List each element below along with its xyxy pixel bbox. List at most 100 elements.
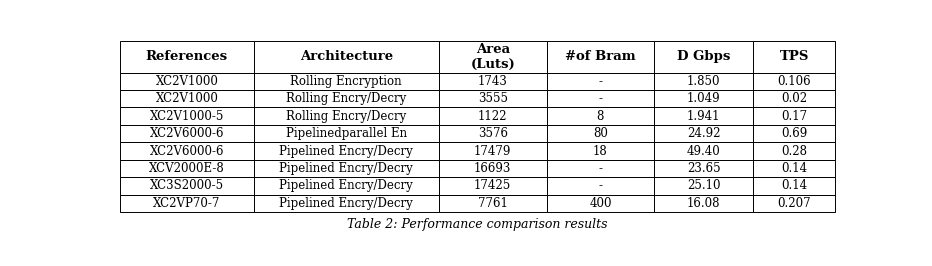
Text: 0.14: 0.14 <box>781 162 807 175</box>
Bar <box>120 125 254 142</box>
Bar <box>753 125 835 142</box>
Bar <box>120 195 254 212</box>
Bar <box>120 160 254 177</box>
Text: 0.207: 0.207 <box>777 197 811 210</box>
Text: 3576: 3576 <box>478 127 508 140</box>
Text: 0.106: 0.106 <box>777 75 811 88</box>
Text: 1743: 1743 <box>478 75 508 88</box>
Text: Rolling Encryption: Rolling Encryption <box>291 75 402 88</box>
Bar <box>546 195 654 212</box>
Bar <box>546 160 654 177</box>
Text: 1.049: 1.049 <box>687 92 720 105</box>
Text: Area
(Luts): Area (Luts) <box>471 43 515 71</box>
Bar <box>753 73 835 90</box>
Bar <box>753 160 835 177</box>
Text: 25.10: 25.10 <box>687 180 720 193</box>
Bar <box>439 125 546 142</box>
Bar <box>120 177 254 195</box>
Bar <box>654 195 753 212</box>
Text: 1.850: 1.850 <box>687 75 720 88</box>
Text: #of Bram: #of Bram <box>565 50 636 63</box>
Text: XC2V1000-5: XC2V1000-5 <box>150 110 224 123</box>
Text: Rolling Encry/Decry: Rolling Encry/Decry <box>286 110 406 123</box>
Text: Rolling Encry/Decry: Rolling Encry/Decry <box>286 92 406 105</box>
Text: XC2VP70-7: XC2VP70-7 <box>153 197 221 210</box>
Text: -: - <box>598 162 602 175</box>
Text: Pipelined Encry/Decry: Pipelined Encry/Decry <box>280 145 413 157</box>
Text: Pipelined Encry/Decry: Pipelined Encry/Decry <box>280 162 413 175</box>
Text: 0.14: 0.14 <box>781 180 807 193</box>
Text: 16693: 16693 <box>474 162 512 175</box>
Text: 3555: 3555 <box>478 92 508 105</box>
Bar <box>254 90 439 107</box>
Bar <box>654 73 753 90</box>
Bar <box>254 142 439 160</box>
Bar <box>439 107 546 125</box>
Text: XCV2000E-8: XCV2000E-8 <box>149 162 225 175</box>
Text: Pipelinedparallel En: Pipelinedparallel En <box>286 127 407 140</box>
Bar <box>120 41 254 73</box>
Text: 17425: 17425 <box>474 180 512 193</box>
Text: XC2V1000: XC2V1000 <box>156 92 218 105</box>
Text: Pipelined Encry/Decry: Pipelined Encry/Decry <box>280 180 413 193</box>
Bar <box>439 177 546 195</box>
Bar <box>254 195 439 212</box>
Text: 0.17: 0.17 <box>781 110 807 123</box>
Bar <box>439 41 546 73</box>
Bar <box>439 142 546 160</box>
Text: 400: 400 <box>589 197 611 210</box>
Bar <box>254 160 439 177</box>
Text: XC2V6000-6: XC2V6000-6 <box>150 127 224 140</box>
Text: Architecture: Architecture <box>300 50 392 63</box>
Bar <box>654 107 753 125</box>
Text: -: - <box>598 180 602 193</box>
Text: XC3S2000-5: XC3S2000-5 <box>150 180 224 193</box>
Bar <box>546 90 654 107</box>
Text: 1122: 1122 <box>478 110 508 123</box>
Bar <box>546 125 654 142</box>
Text: 1.941: 1.941 <box>687 110 720 123</box>
Text: 7761: 7761 <box>478 197 508 210</box>
Text: TPS: TPS <box>779 50 809 63</box>
Text: 8: 8 <box>596 110 604 123</box>
Bar <box>654 125 753 142</box>
Bar <box>439 160 546 177</box>
Bar <box>254 177 439 195</box>
Bar <box>439 195 546 212</box>
Text: -: - <box>598 75 602 88</box>
Bar <box>120 90 254 107</box>
Bar <box>546 73 654 90</box>
Bar <box>753 90 835 107</box>
Text: 0.28: 0.28 <box>781 145 807 157</box>
Text: 23.65: 23.65 <box>687 162 720 175</box>
Text: 17479: 17479 <box>474 145 512 157</box>
Text: Pipelined Encry/Decry: Pipelined Encry/Decry <box>280 197 413 210</box>
Bar <box>546 107 654 125</box>
Text: 80: 80 <box>593 127 608 140</box>
Bar <box>753 107 835 125</box>
Text: 49.40: 49.40 <box>687 145 720 157</box>
Text: XC2V1000: XC2V1000 <box>156 75 218 88</box>
Bar <box>654 160 753 177</box>
Text: 18: 18 <box>593 145 608 157</box>
Bar <box>254 41 439 73</box>
Bar <box>546 177 654 195</box>
Bar <box>254 125 439 142</box>
Bar <box>753 195 835 212</box>
Bar <box>654 142 753 160</box>
Text: 0.02: 0.02 <box>781 92 807 105</box>
Bar <box>120 107 254 125</box>
Text: 0.69: 0.69 <box>781 127 807 140</box>
Text: 16.08: 16.08 <box>687 197 720 210</box>
Bar <box>654 41 753 73</box>
Bar <box>120 142 254 160</box>
Text: -: - <box>598 92 602 105</box>
Bar <box>753 41 835 73</box>
Bar <box>546 142 654 160</box>
Text: 24.92: 24.92 <box>687 127 720 140</box>
Bar <box>254 73 439 90</box>
Bar <box>753 142 835 160</box>
Bar <box>753 177 835 195</box>
Bar <box>546 41 654 73</box>
Bar <box>254 107 439 125</box>
